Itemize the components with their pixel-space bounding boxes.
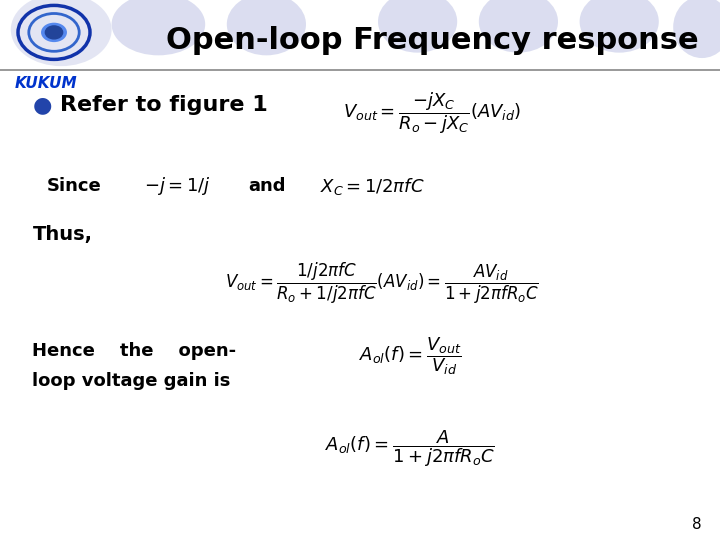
Text: $V_{out} = \dfrac{1/j2\pi fC}{R_o + 1/j2\pi fC}(AV_{id}) = \dfrac{AV_{id}}{1 + j: $V_{out} = \dfrac{1/j2\pi fC}{R_o + 1/j2… [225, 261, 539, 306]
Text: Thus,: Thus, [32, 225, 92, 245]
Text: Since: Since [47, 177, 102, 195]
Text: $X_C = 1/2\pi fC$: $X_C = 1/2\pi fC$ [320, 176, 425, 197]
Text: $-j = 1/j$: $-j = 1/j$ [144, 176, 211, 197]
Circle shape [45, 26, 63, 39]
Ellipse shape [580, 0, 659, 53]
Text: ●: ● [32, 95, 52, 116]
Text: $V_{out} = \dfrac{-jX_C}{R_o - jX_C}(AV_{id})$: $V_{out} = \dfrac{-jX_C}{R_o - jX_C}(AV_… [343, 91, 521, 136]
Ellipse shape [11, 0, 112, 66]
Circle shape [41, 23, 67, 42]
Text: $A_{ol}(f) = \dfrac{V_{out}}{V_{id}}$: $A_{ol}(f) = \dfrac{V_{out}}{V_{id}}$ [359, 335, 462, 377]
Text: Refer to figure 1: Refer to figure 1 [60, 95, 268, 116]
Ellipse shape [227, 0, 306, 56]
Text: KUKUM: KUKUM [14, 76, 77, 91]
Text: Hence    the    open-: Hence the open- [32, 342, 237, 360]
Text: and: and [248, 177, 286, 195]
Ellipse shape [479, 0, 558, 53]
Text: 8: 8 [693, 517, 702, 532]
Ellipse shape [112, 0, 205, 56]
Ellipse shape [673, 0, 720, 58]
Text: loop voltage gain is: loop voltage gain is [32, 372, 231, 390]
Text: $A_{ol}(f) = \dfrac{A}{1 + j2\pi fR_oC}$: $A_{ol}(f) = \dfrac{A}{1 + j2\pi fR_oC}$ [325, 428, 495, 469]
Text: Open-loop Frequency response: Open-loop Frequency response [166, 26, 698, 55]
Ellipse shape [378, 0, 457, 53]
